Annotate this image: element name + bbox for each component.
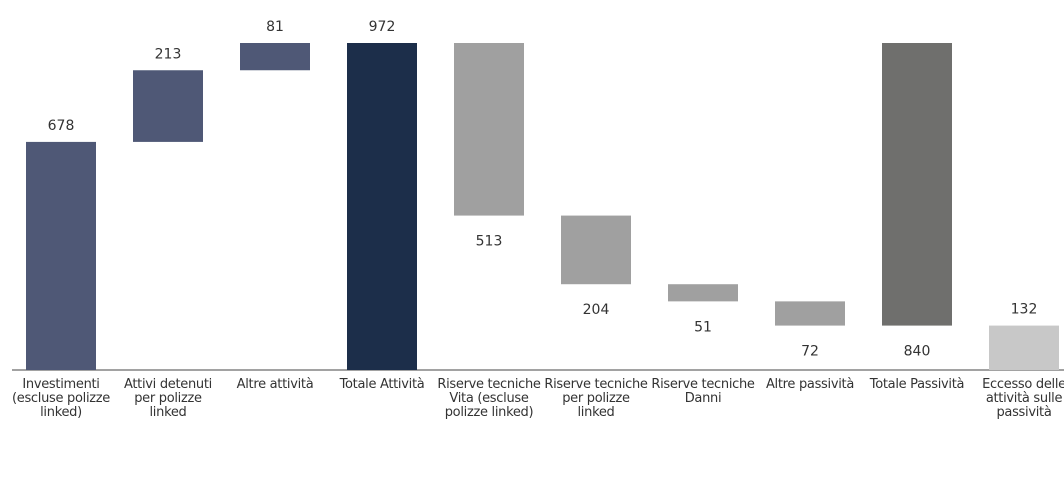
data-label: 132 [1011, 302, 1038, 318]
data-label: 51 [694, 319, 712, 335]
bar [668, 284, 738, 302]
data-label: 840 [904, 344, 931, 360]
bar [775, 301, 845, 326]
data-label: 213 [155, 46, 182, 62]
x-tick-label: Investimenti (escluse polizze linked) [11, 377, 111, 420]
bar [347, 43, 417, 370]
data-label: 72 [801, 344, 819, 360]
x-tick-label: Altre attività [236, 377, 314, 392]
data-label: 513 [476, 234, 503, 250]
bar [26, 141, 96, 370]
data-label: 204 [583, 302, 610, 318]
bar [133, 70, 203, 142]
x-tick-label: Riserve tecniche Vita (escluse polizze l… [437, 377, 541, 420]
data-label: 81 [266, 19, 284, 35]
data-label: 678 [48, 118, 75, 134]
x-tick-label: Riserve tecniche per polizze linked [544, 377, 648, 420]
x-tick-label: Altre passività [765, 377, 855, 392]
bar [989, 325, 1059, 370]
bar [454, 43, 524, 216]
x-tick-label: Totale Passività [869, 377, 965, 392]
data-label: 972 [369, 19, 396, 35]
bar [882, 43, 952, 326]
x-tick-label: Totale Attività [339, 377, 425, 392]
bar [240, 43, 310, 71]
bar [561, 215, 631, 285]
x-tick-label: Riserve tecniche Danni [651, 377, 755, 406]
x-tick-label: Attivi detenuti per polizze linked [124, 377, 212, 420]
x-tick-label: Eccesso delle attività sulle passività [982, 377, 1064, 420]
